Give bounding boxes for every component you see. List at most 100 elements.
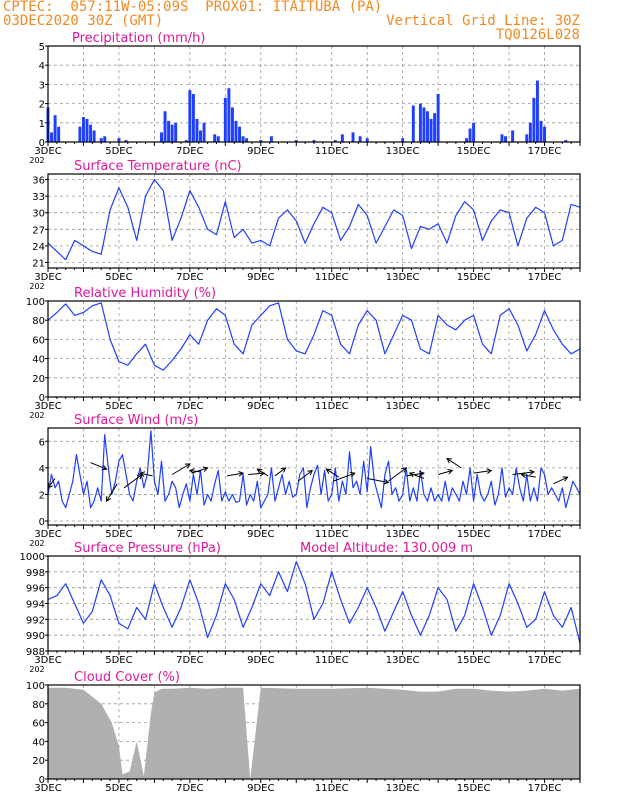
y-tick-label: 996	[26, 584, 45, 595]
panel-title: Relative Humidity (%)	[74, 286, 216, 301]
wind-vector	[140, 472, 153, 477]
header-grid-line: Vertical Grid Line: 30Z	[386, 13, 580, 29]
wind-vector	[512, 471, 534, 476]
precip-bar	[564, 140, 568, 142]
wind-arrowhead	[520, 472, 527, 479]
x-tick-label: 7DEC	[176, 401, 203, 412]
precip-bar	[504, 136, 507, 142]
precip-bar	[174, 122, 178, 142]
x-tick-label: 15DEC	[457, 401, 491, 412]
x-tick-label: 13DEC	[386, 783, 420, 794]
precip-bar	[160, 132, 163, 142]
y-tick-label: 40	[32, 737, 45, 748]
x-tick-label: 3DEC	[34, 272, 61, 283]
y-tick-label: 60	[32, 719, 45, 730]
y-tick-label: 27	[32, 225, 45, 236]
x-tick-label: 11DEC	[315, 146, 349, 157]
precip-bar	[525, 134, 529, 142]
precip-bar	[312, 140, 316, 142]
series-line	[47, 430, 581, 509]
wind-vector	[90, 462, 107, 470]
wind-arrowhead	[188, 468, 195, 474]
wind-arrowhead	[447, 468, 454, 475]
x-tick-label: 7DEC	[176, 146, 203, 157]
precip-bar	[365, 138, 369, 142]
y-tick-label: 80	[32, 316, 45, 327]
x-tick-label: 11DEC	[315, 272, 349, 283]
precip-bar	[57, 126, 61, 142]
x-tick-label: 17DEC	[528, 401, 562, 412]
y-tick-label: 994	[26, 600, 45, 611]
y-tick-label: 988	[26, 647, 45, 658]
wind-arrowhead	[401, 467, 408, 473]
x-tick-label: 15DEC	[457, 272, 491, 283]
precip-bar	[227, 88, 231, 142]
wind-arrowhead	[105, 496, 112, 502]
y-tick-label: 80	[32, 700, 45, 711]
y-tick-label: 100	[26, 681, 45, 692]
precip-bar	[78, 126, 82, 142]
precip-bar	[238, 126, 241, 142]
x-tick-label: 9DEC	[247, 146, 274, 157]
panel-0	[45, 45, 581, 146]
precip-bar	[333, 140, 337, 142]
x-tick-label: 7DEC	[176, 783, 203, 794]
x-tick-label: 3DEC	[34, 401, 61, 412]
wind-arrowhead	[101, 464, 108, 471]
x-axis-year-stub: 202	[29, 156, 44, 165]
precip-bar	[99, 138, 103, 142]
precip-bar	[340, 134, 344, 142]
wind-arrowhead	[562, 476, 569, 482]
precip-bar	[429, 118, 433, 142]
precip-bar	[422, 107, 426, 142]
x-tick-label: 9DEC	[247, 783, 274, 794]
precip-bar	[500, 134, 504, 142]
x-tick-label: 5DEC	[105, 529, 132, 540]
precip-bar	[436, 94, 440, 142]
precip-bar	[401, 138, 405, 142]
precip-bar	[532, 97, 536, 142]
x-tick-label: 9DEC	[247, 655, 274, 666]
wind-arrowhead	[238, 471, 245, 477]
x-tick-label: 13DEC	[386, 529, 420, 540]
panel-4	[45, 555, 581, 655]
y-tick-label: 4	[39, 61, 45, 72]
x-tick-label: 17DEC	[528, 272, 562, 283]
plot-frame	[47, 45, 581, 143]
wind-vector	[297, 470, 313, 482]
precip-bar	[468, 128, 472, 142]
precip-bar	[245, 138, 249, 142]
x-tick-label: 17DEC	[528, 783, 562, 794]
precip-bar	[418, 103, 422, 142]
precip-bar	[184, 140, 188, 142]
precip-bar	[163, 111, 167, 142]
precip-bar	[528, 122, 532, 142]
wind-arrowhead	[202, 466, 209, 472]
series-line	[47, 302, 581, 371]
x-axis-year-stub: 202	[29, 539, 44, 548]
panel-3	[45, 427, 581, 529]
y-tick-label: 0	[39, 517, 45, 528]
precip-bar	[294, 140, 298, 142]
wind-arrowhead	[529, 469, 535, 476]
panel-title: Precipitation (mm/h)	[72, 31, 205, 46]
precip-bar	[202, 122, 206, 142]
x-tick-label: 5DEC	[105, 655, 132, 666]
precip-bar	[472, 122, 476, 142]
y-tick-label: 1	[39, 119, 45, 130]
y-tick-label: 0	[39, 775, 45, 786]
header-station: CPTEC: 057:11W-05:09S PROX01: ITAITUBA (…	[3, 0, 383, 15]
y-tick-label: 36	[32, 176, 45, 187]
precip-bar	[53, 115, 57, 142]
precip-bar	[195, 118, 199, 142]
x-axis-year-stub: 202	[29, 282, 44, 291]
wind-vector	[326, 468, 340, 478]
plot-frame	[47, 173, 581, 269]
panel-title: Surface Temperature (nC)	[74, 159, 242, 174]
header-date: 03DEC2020 30Z (GMT)	[3, 13, 164, 29]
y-tick-label: 0	[39, 393, 45, 404]
x-tick-label: 3DEC	[34, 529, 61, 540]
x-tick-label: 15DEC	[457, 655, 491, 666]
y-tick-label: 20	[32, 374, 45, 385]
